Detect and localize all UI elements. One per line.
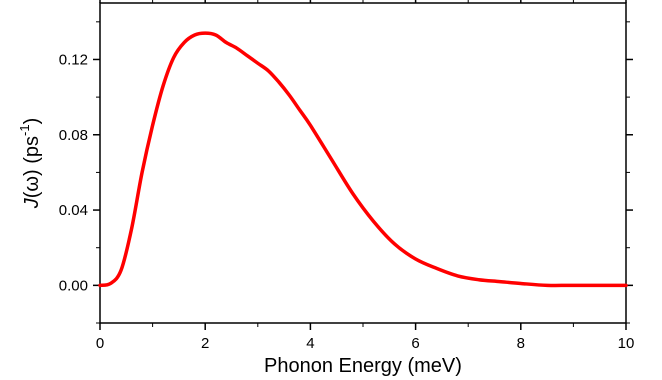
y-tick-label: 0.00 — [59, 277, 88, 294]
series-line — [98, 31, 628, 288]
axis-ticks — [93, 0, 633, 330]
series-lines — [98, 31, 628, 288]
y-axis-title-func: J — [21, 197, 43, 209]
y-axis-title: J(ω) (ps-1) — [17, 118, 43, 210]
x-tick-label: 2 — [201, 335, 209, 352]
x-axis-title: Phonon Energy (meV) — [264, 355, 462, 377]
x-tick-label: 6 — [411, 335, 419, 352]
y-tick-label: 0.08 — [59, 127, 88, 144]
y-axis-title-arg: (ω) — [21, 169, 43, 198]
y-axis-title-close: ) — [21, 118, 43, 125]
y-tick-label: 0.12 — [59, 51, 88, 68]
x-tick-label: 10 — [618, 335, 635, 352]
x-tick-label: 0 — [96, 335, 104, 352]
y-tick-label: 0.04 — [59, 202, 88, 219]
y-axis-title-exponent: -1 — [17, 124, 32, 136]
axis-tick-labels: 0 2 4 6 8 10 0.00 0.04 0.08 0.12 — [59, 51, 635, 352]
x-tick-label: 8 — [517, 335, 525, 352]
y-axis-title-unit: (ps — [21, 136, 43, 164]
x-tick-label: 4 — [306, 335, 314, 352]
